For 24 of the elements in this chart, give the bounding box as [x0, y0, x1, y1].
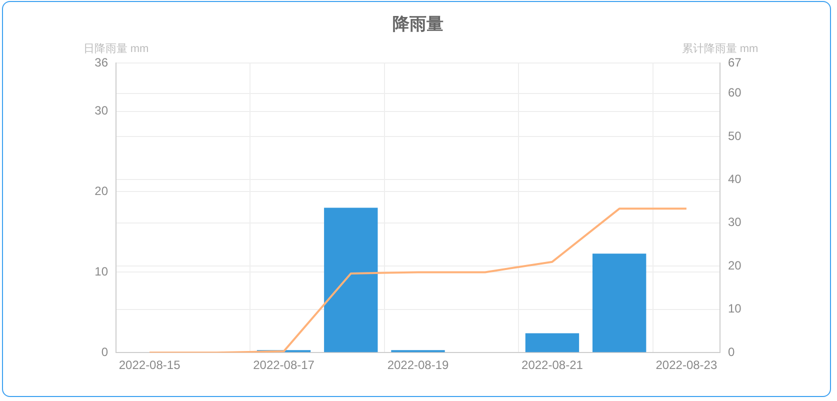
x-tick-label: 2022-08-23 [656, 358, 718, 372]
chart-title: 降雨量 [392, 14, 444, 34]
x-tick-label: 2022-08-19 [387, 358, 450, 372]
y2-tick-label: 50 [728, 128, 742, 143]
y-tick-label: 30 [94, 104, 108, 118]
bar [592, 254, 646, 352]
y-tick-label: 0 [101, 344, 108, 359]
y2-tick-label: 60 [728, 86, 742, 100]
y2-tick-label: 10 [728, 302, 742, 316]
y2-axis-title: 累计降雨量 mm [682, 42, 758, 56]
x-tick-label: 2022-08-15 [118, 358, 181, 372]
x-tick-label: 2022-08-21 [522, 358, 584, 372]
y2-tick-label: 30 [728, 215, 742, 230]
y2-tick-label: 67 [728, 55, 742, 70]
y-axis-title: 日降雨量 mm [83, 43, 149, 56]
bar [324, 208, 378, 352]
y2-tick-label: 0 [728, 344, 735, 359]
y-tick-label: 10 [94, 264, 108, 278]
y2-tick-label: 40 [728, 172, 742, 186]
y-tick-label: 36 [94, 55, 108, 70]
x-tick-label: 2022-08-17 [253, 358, 315, 372]
y2-tick-label: 20 [728, 258, 742, 272]
y-tick-label: 20 [94, 184, 108, 198]
bar [525, 333, 580, 352]
